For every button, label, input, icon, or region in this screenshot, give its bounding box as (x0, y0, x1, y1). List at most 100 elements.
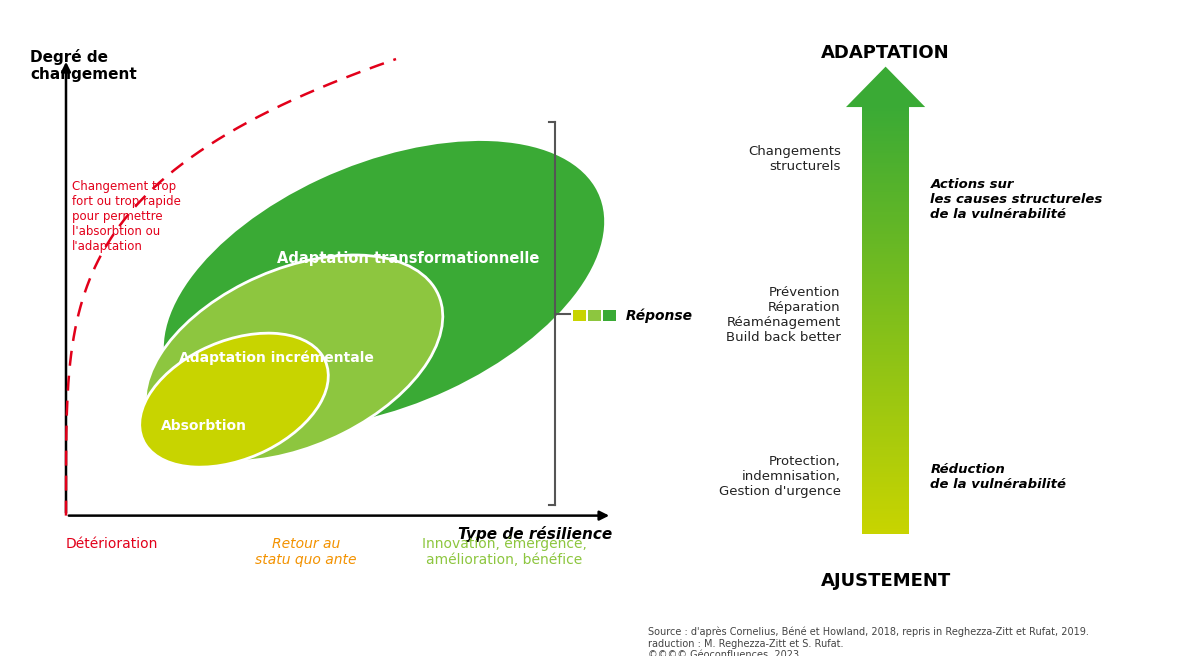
Bar (862, 512, 910, 514)
Bar (862, 336, 910, 338)
Bar (862, 300, 910, 302)
Bar (862, 494, 910, 496)
Bar (862, 262, 910, 264)
Ellipse shape (162, 140, 606, 430)
Bar (862, 229, 910, 231)
Bar (862, 353, 910, 355)
Bar (862, 527, 910, 529)
Bar (862, 226, 910, 228)
Bar (862, 121, 910, 123)
Bar (862, 139, 910, 141)
Bar (862, 279, 910, 281)
Bar (862, 447, 910, 449)
Bar (862, 232, 910, 234)
Bar (862, 206, 910, 208)
Bar (862, 458, 910, 461)
Bar (862, 194, 910, 195)
Bar (862, 242, 910, 244)
Bar (862, 532, 910, 534)
Bar (862, 117, 910, 119)
Bar (862, 331, 910, 333)
Bar (862, 489, 910, 491)
Bar (862, 523, 910, 525)
Text: Prévention
Réparation
Réaménagement
Build back better: Prévention Réparation Réaménagement Buil… (726, 286, 841, 344)
Bar (862, 186, 910, 188)
Bar (862, 348, 910, 350)
Bar (862, 451, 910, 453)
Bar (862, 285, 910, 287)
Bar (862, 511, 910, 513)
Text: Actions sur
les causes structureles
de la vulnérabilité: Actions sur les causes structureles de l… (930, 178, 1103, 221)
Bar (862, 434, 910, 436)
Bar (862, 531, 910, 533)
Bar (862, 518, 910, 520)
Bar (862, 310, 910, 312)
Bar (862, 213, 910, 215)
Bar (862, 477, 910, 479)
Bar (862, 528, 910, 530)
Bar (862, 384, 910, 386)
Bar (862, 376, 910, 378)
Bar (862, 466, 910, 469)
Bar (862, 268, 910, 270)
Bar (862, 118, 910, 120)
Bar (862, 161, 910, 163)
Bar (862, 510, 910, 512)
Bar (862, 359, 910, 361)
Bar (862, 247, 910, 249)
Bar (862, 218, 910, 220)
Bar (862, 460, 910, 462)
Bar (862, 148, 910, 150)
Bar (862, 350, 910, 352)
Bar (862, 135, 910, 137)
FancyArrow shape (846, 67, 925, 107)
Bar (862, 508, 910, 510)
Bar (862, 445, 910, 447)
Bar (862, 257, 910, 259)
Bar (862, 394, 910, 396)
Bar (862, 140, 910, 142)
Bar (862, 129, 910, 131)
Bar (862, 346, 910, 348)
Bar (862, 292, 910, 294)
Bar (862, 252, 910, 254)
Bar (862, 440, 910, 441)
Bar (862, 192, 910, 194)
Bar (862, 256, 910, 258)
Bar (862, 522, 910, 524)
Bar (862, 327, 910, 329)
Bar (862, 270, 910, 272)
Bar (862, 264, 910, 266)
Bar (862, 364, 910, 366)
Bar (862, 157, 910, 160)
Text: Source : d'après Cornelius, Béné et Howland, 2018, repris in Reghezza-Zitt et Ru: Source : d'après Cornelius, Béné et Howl… (648, 626, 1088, 656)
Bar (862, 443, 910, 445)
Bar (862, 397, 910, 399)
Bar (862, 478, 910, 480)
Bar (862, 156, 910, 158)
Bar (862, 224, 910, 227)
Bar (862, 499, 910, 501)
Bar (862, 371, 910, 373)
Bar (862, 516, 910, 519)
Bar (862, 295, 910, 297)
Text: Réduction
de la vulnérabilité: Réduction de la vulnérabilité (930, 462, 1067, 491)
Bar (862, 197, 910, 199)
Bar (862, 521, 910, 523)
Bar (862, 515, 910, 517)
Bar (862, 497, 910, 499)
Bar (862, 303, 910, 305)
Bar (862, 207, 910, 209)
Bar (862, 356, 910, 358)
Bar (862, 421, 910, 423)
Bar (862, 205, 910, 207)
Bar (862, 419, 910, 420)
Bar (862, 505, 910, 507)
Bar (862, 354, 910, 356)
Bar (862, 134, 910, 136)
Bar (862, 190, 910, 192)
Bar (862, 428, 910, 430)
Bar (862, 387, 910, 389)
Bar (862, 462, 910, 464)
Bar (862, 223, 910, 225)
